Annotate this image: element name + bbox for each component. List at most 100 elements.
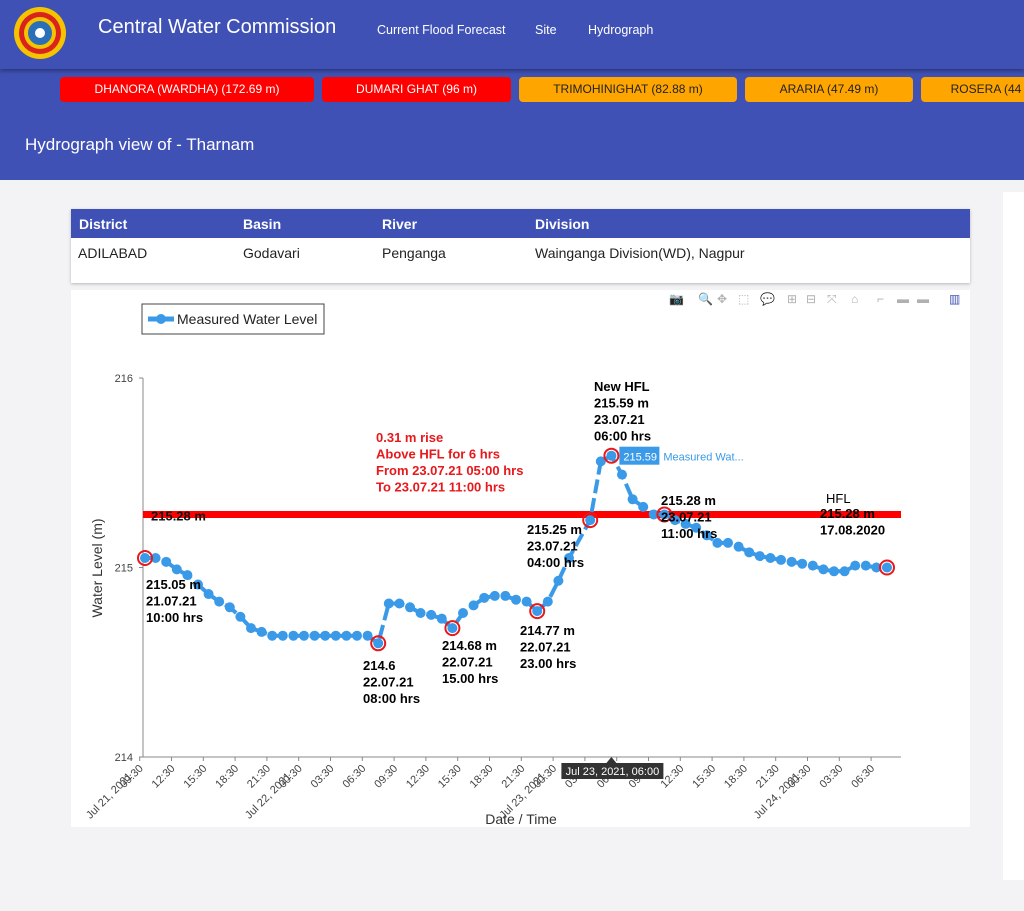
data-point[interactable] [723,537,733,548]
station-alert-ticker: DHANORA (WARDHA) (172.69 m) DUMARI GHAT … [0,69,1024,111]
nav-hydrograph[interactable]: Hydrograph [588,23,654,37]
data-point[interactable] [701,530,712,541]
lasso-icon[interactable]: 💬 [760,292,775,306]
data-point[interactable] [299,630,309,641]
data-point[interactable] [839,566,850,577]
camera-icon[interactable]: 📷 [669,292,684,306]
data-point[interactable] [754,551,765,562]
data-point[interactable] [330,630,341,641]
nav-site[interactable]: Site [535,23,557,37]
data-point[interactable] [256,626,267,637]
spike-lines-icon[interactable]: ⌐ [877,292,885,306]
data-point[interactable] [712,537,723,548]
brand-title[interactable]: Central Water Commission [98,16,337,38]
data-point[interactable] [860,560,871,571]
annotation-line: 214.68 m [442,638,497,653]
chart-legend[interactable]: Measured Water Level [141,303,325,335]
data-point[interactable] [161,556,172,567]
data-point[interactable] [786,556,797,567]
data-point[interactable] [680,518,691,529]
data-point[interactable] [373,638,384,649]
station-badge-trimohinighat[interactable]: TRIMOHINIGHAT (82.88 m) [519,77,737,102]
hover-compare-icon[interactable]: ▬ [917,292,929,306]
data-point[interactable] [638,501,649,512]
data-point[interactable] [362,630,373,641]
station-badge-araria[interactable]: ARARIA (47.49 m) [745,77,913,102]
data-point[interactable] [140,553,150,564]
data-point[interactable] [193,579,203,590]
data-point[interactable] [595,456,606,467]
data-point[interactable] [458,607,468,618]
data-point[interactable] [850,560,861,571]
zoom-in-icon[interactable]: ⊞ [787,292,798,306]
data-point[interactable] [267,630,278,641]
hover-closest-icon[interactable]: ▬ [897,292,909,306]
data-point[interactable] [309,630,320,641]
data-point[interactable] [320,630,331,641]
data-point[interactable] [447,623,458,634]
data-point[interactable] [405,602,415,613]
station-badge-rosera[interactable]: ROSERA (44 [921,77,1024,102]
data-point[interactable] [585,515,596,526]
data-point[interactable] [415,607,426,618]
cell-basin: Godavari [243,245,300,261]
data-point[interactable] [246,623,256,634]
data-point[interactable] [659,509,670,520]
data-point[interactable] [691,522,702,533]
data-point[interactable] [871,562,882,573]
data-point[interactable] [606,450,617,461]
data-point[interactable] [670,515,680,526]
data-point[interactable] [341,630,352,641]
data-point[interactable] [352,630,362,641]
data-point[interactable] [818,564,829,575]
data-point[interactable] [150,553,161,564]
station-badge-dhanora[interactable]: DHANORA (WARDHA) (172.69 m) [60,77,314,102]
data-point[interactable] [171,564,182,575]
data-point[interactable] [468,600,479,611]
data-point[interactable] [489,590,500,601]
data-point[interactable] [542,596,553,607]
data-point[interactable] [203,589,214,600]
data-point[interactable] [733,541,744,552]
data-point[interactable] [765,553,776,564]
data-point[interactable] [797,558,808,569]
data-point[interactable] [288,630,299,641]
data-point[interactable] [383,598,394,609]
data-point[interactable] [829,566,839,577]
data-point[interactable] [426,609,437,620]
station-badge-dumari-ghat[interactable]: DUMARI GHAT (96 m) [322,77,511,102]
annotation-line: 08:00 hrs [363,691,420,706]
zoom-icon[interactable]: 🔍 [698,292,713,306]
data-point[interactable] [882,562,892,573]
data-point[interactable] [436,613,447,624]
annotation-line: New HFL [594,379,650,394]
x-tick-label: 15:30 [690,763,718,791]
data-point[interactable] [235,611,246,622]
autoscale-icon[interactable]: ⤧ [827,292,837,306]
box-select-icon[interactable]: ⬚ [738,292,750,306]
zoom-out-icon[interactable]: ⊟ [806,292,817,306]
data-point[interactable] [224,602,235,613]
data-point[interactable] [277,630,288,641]
pan-icon[interactable]: ✥ [717,292,728,306]
data-point[interactable] [744,547,755,558]
nav-current-flood-forecast[interactable]: Current Flood Forecast [377,23,506,37]
reset-axes-icon[interactable]: ⌂ [851,292,859,306]
data-point[interactable] [479,592,490,603]
data-point[interactable] [627,494,638,505]
data-point[interactable] [394,598,405,609]
data-point[interactable] [807,560,818,571]
data-point[interactable] [500,590,511,601]
data-point[interactable] [648,509,659,520]
data-point[interactable] [776,554,786,565]
data-point[interactable] [511,594,521,605]
data-point[interactable] [564,553,574,564]
data-point[interactable] [617,469,627,480]
data-point[interactable] [553,575,564,586]
hydrograph-chart[interactable]: Measured Water Level Water Level (m) Dat… [71,290,970,827]
plotly-logo-icon[interactable]: ▥ [949,292,961,306]
data-point[interactable] [182,570,193,581]
data-point[interactable] [521,596,532,607]
data-point[interactable] [532,606,543,617]
data-point[interactable] [214,596,225,607]
